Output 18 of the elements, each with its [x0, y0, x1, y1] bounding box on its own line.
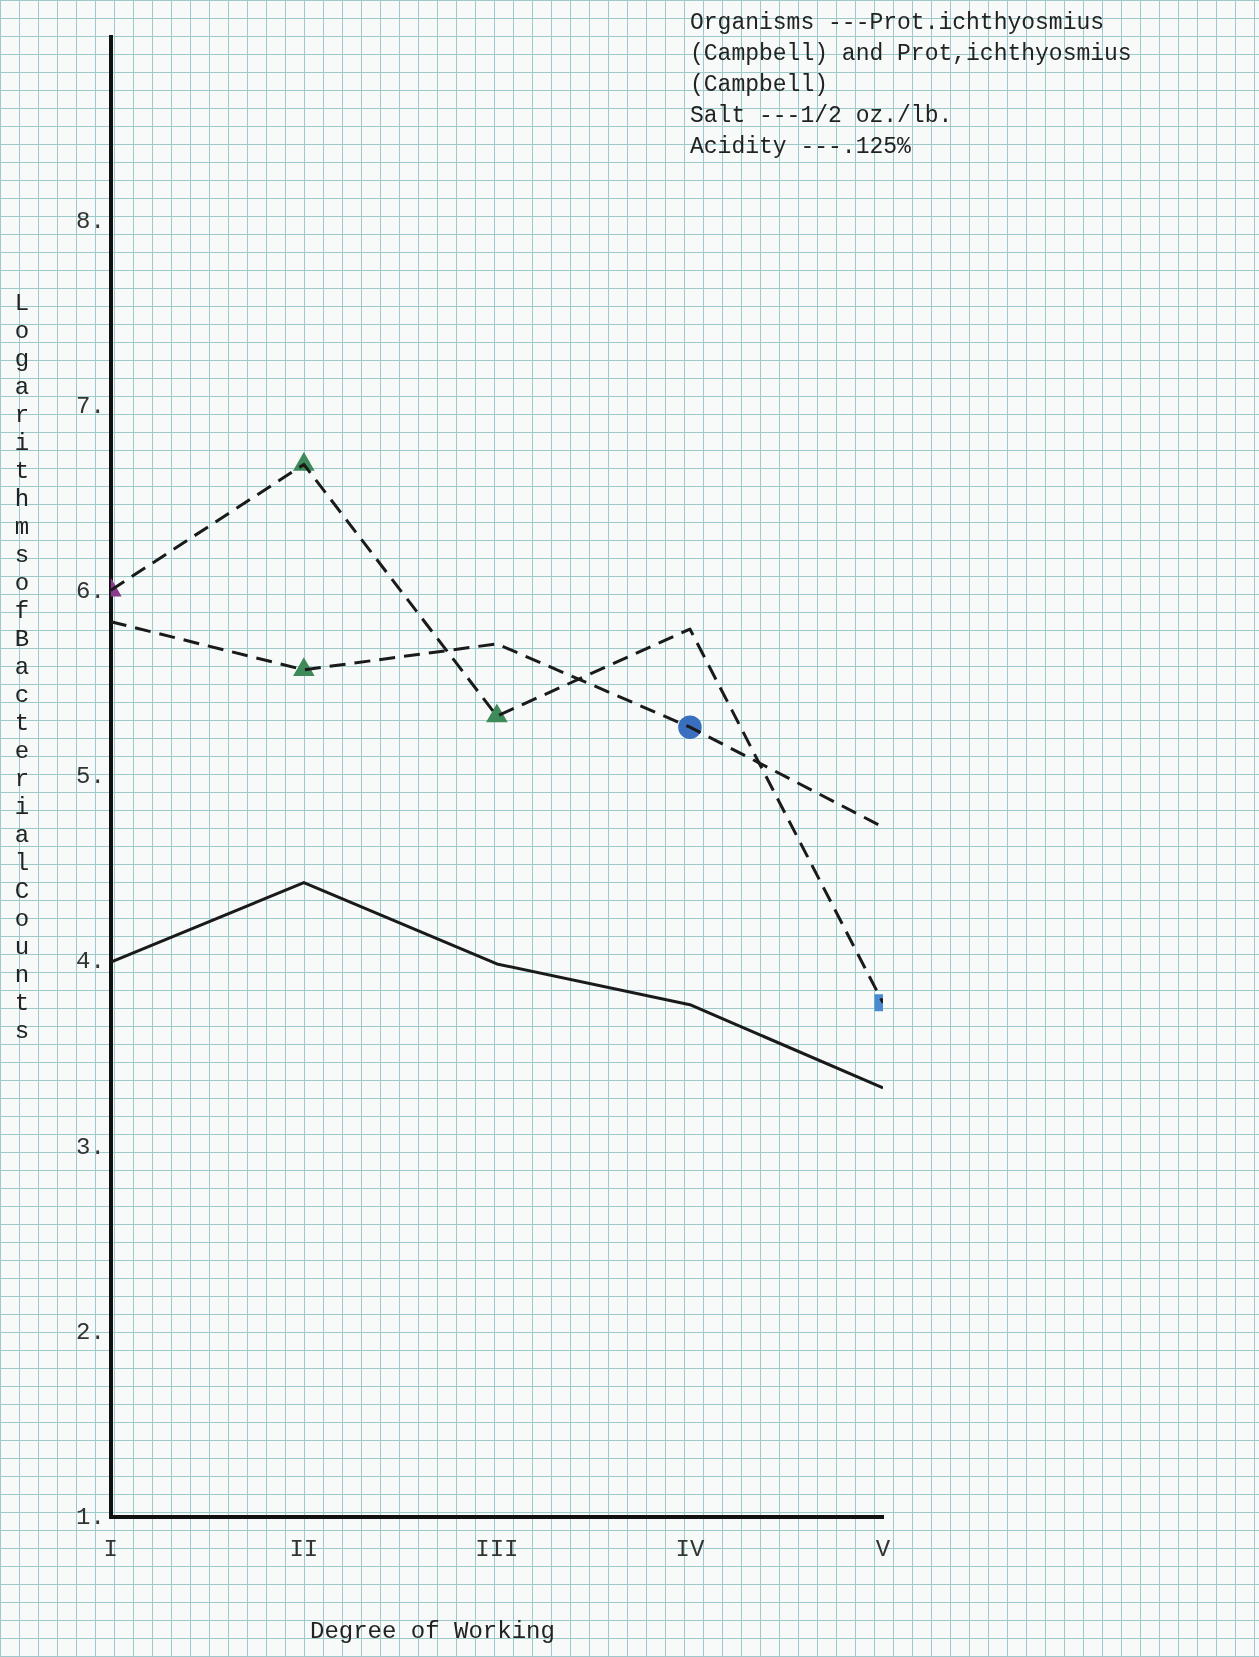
x-tick-label: III [475, 1535, 519, 1563]
annotation: Acidity ---.125% [690, 134, 911, 160]
y-tick-label: 4. [75, 948, 105, 976]
y-tick-label: 3. [75, 1133, 105, 1161]
y-tick-label: 1. [75, 1503, 105, 1531]
annotation: Salt ---1/2 oz./lb. [690, 103, 953, 129]
x-tick-label: IV [675, 1535, 705, 1563]
y-tick-label: 2. [75, 1318, 105, 1346]
x-tick-label: V [875, 1535, 891, 1563]
x-tick-label: I [103, 1535, 119, 1563]
x-tick-label: II [289, 1535, 319, 1563]
annotation: Organisms ---Prot.ichthyosmius (Campbell) and Prot,ichthyosmius (Campbell) [690, 10, 1132, 98]
y-tick-label: 5. [75, 763, 105, 791]
y-tick-label: 8. [75, 208, 105, 236]
text: Logarithms of Bacterial Counts [14, 290, 30, 1045]
y-tick-label: 6. [75, 578, 105, 606]
y-tick-label: 7. [75, 393, 105, 421]
x-axis-title: Degree of Working [310, 1618, 555, 1645]
